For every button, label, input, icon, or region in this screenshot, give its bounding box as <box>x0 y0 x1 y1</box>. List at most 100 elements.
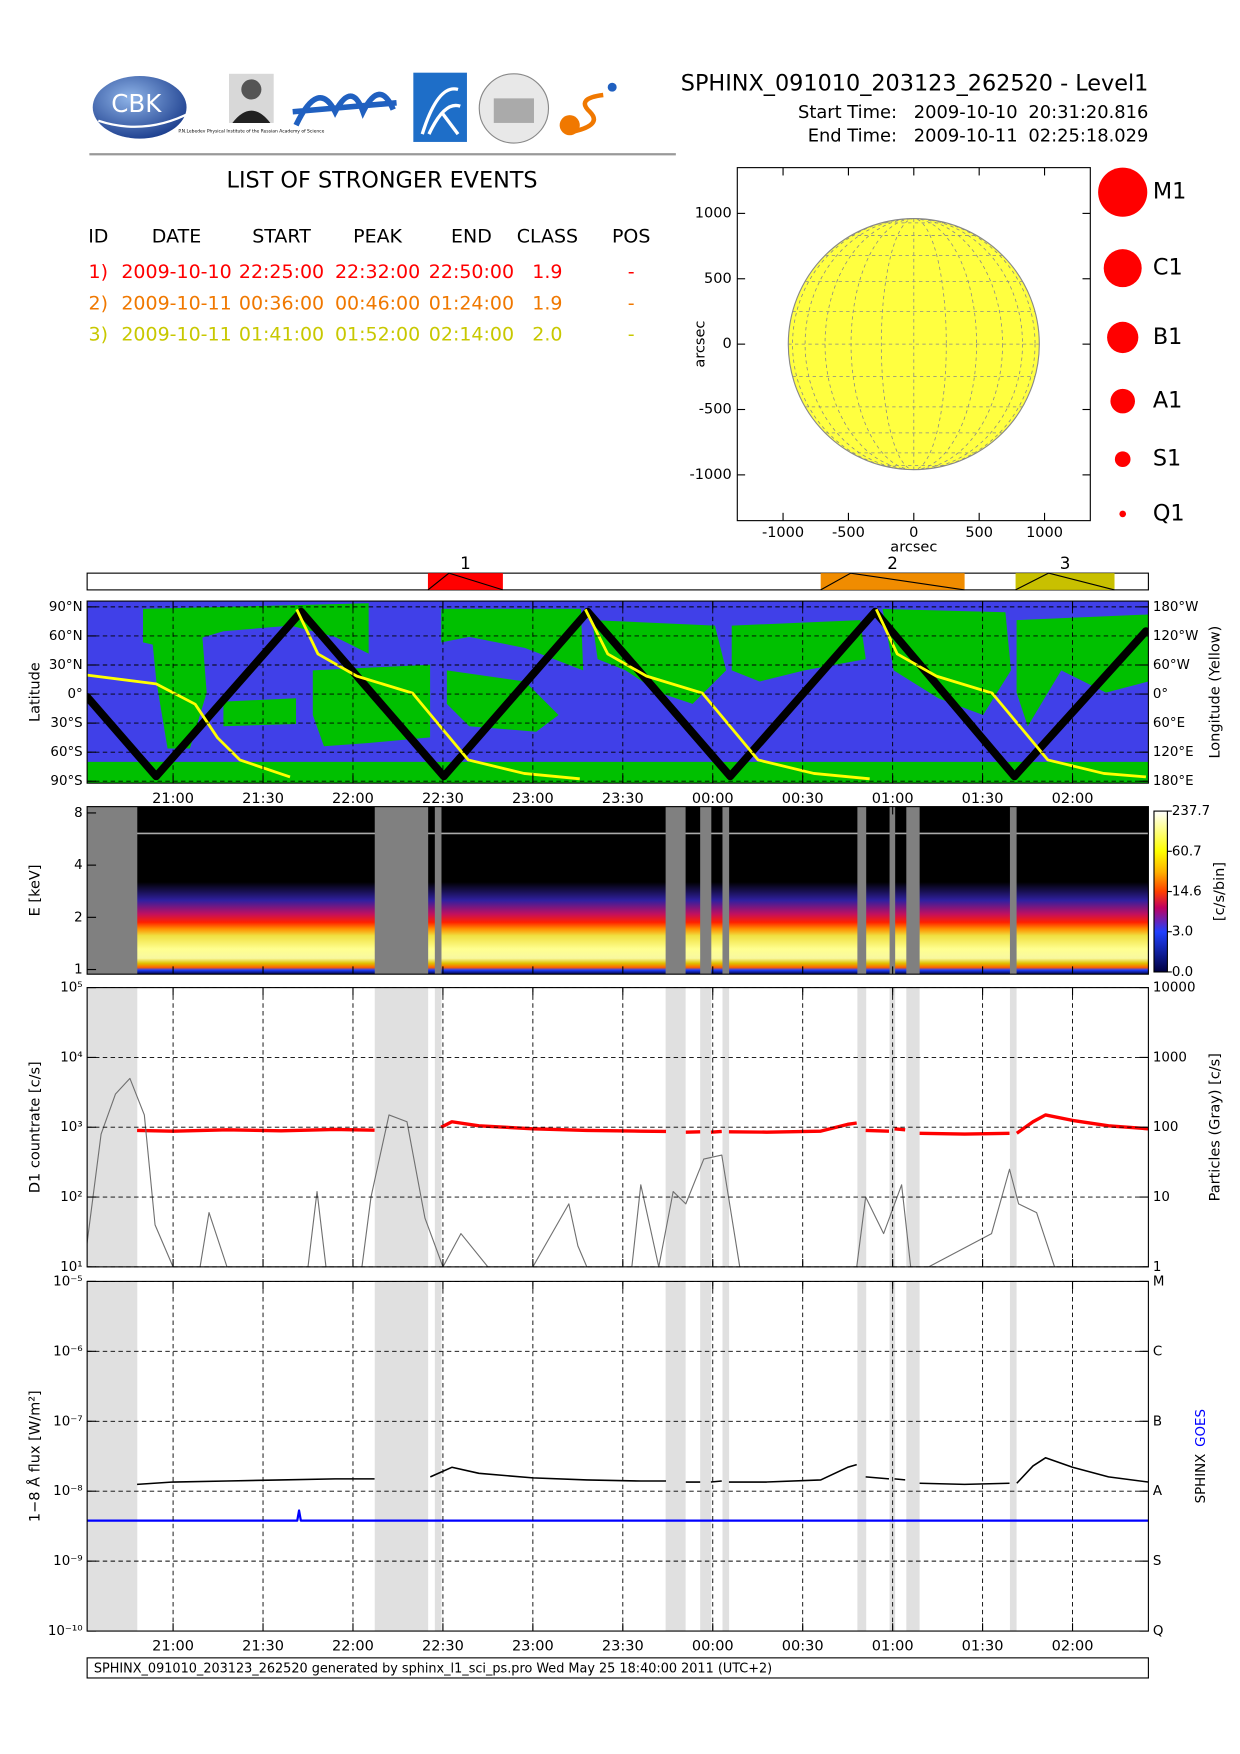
x-tick-label: 01:30 <box>962 1639 1004 1655</box>
table-cell: 22:32:00 <box>335 261 420 283</box>
data-gap <box>87 1281 138 1632</box>
x-tick-label: 23:00 <box>512 791 554 807</box>
data-gap <box>434 987 442 1267</box>
legend-marker <box>1103 249 1142 288</box>
y-tick-label: 10⁻⁷ <box>53 1414 82 1429</box>
column-header: CLASS <box>517 225 578 247</box>
x-tick-label: 22:00 <box>332 791 374 807</box>
y2-tick-label: 60°E <box>1153 716 1185 731</box>
colorbar-label: 60.7 <box>1172 844 1202 859</box>
data-gap <box>700 1281 712 1632</box>
events-title: LIST OF STRONGER EVENTS <box>227 168 538 194</box>
data-gap <box>87 806 138 975</box>
data-gap <box>722 806 730 975</box>
event-bar-frame <box>86 572 1149 591</box>
colorbar <box>1153 810 1168 973</box>
end-clock: 02:25:18.029 <box>1028 125 1148 146</box>
x-tick-label: 02:00 <box>1052 791 1094 807</box>
x-tick-label: 00:00 <box>692 1639 734 1655</box>
x-tick-label: 23:00 <box>512 1639 554 1655</box>
disk-grid <box>850 218 977 471</box>
mifi-logo <box>292 91 397 127</box>
end-label: End Time: <box>808 125 897 146</box>
table-cell: 2) <box>89 292 109 314</box>
y-axis-label: E [keV] <box>28 864 44 916</box>
x-tick-label: 21:00 <box>152 791 194 807</box>
table-cell: 1) <box>89 261 109 283</box>
background-layer <box>86 572 1149 1632</box>
y2-tick-label: 0° <box>1153 687 1168 702</box>
spectrogram-image <box>87 806 1149 975</box>
column-header: DATE <box>152 225 201 247</box>
legend-label: A1 <box>1153 388 1182 414</box>
y2-tick-label: 180°W <box>1153 600 1199 615</box>
y-tick-label: 0° <box>67 687 82 702</box>
y-axis-label: D1 countrate [c/s] <box>28 1061 44 1193</box>
table-cell: 3) <box>89 324 109 346</box>
event-number: 2 <box>887 553 898 573</box>
legend-entry: GOES <box>1194 1409 1209 1447</box>
x-tick-label: -1000 <box>762 525 804 541</box>
y-axis-label: 1−8 Å flux [W/m²] <box>27 1390 44 1522</box>
y-tick-label: 30°N <box>49 658 83 673</box>
solar-disk <box>787 218 1040 471</box>
y-tick-label: 10⁻⁵ <box>53 1274 82 1289</box>
data-gap <box>374 806 429 975</box>
x-tick-label: 21:30 <box>242 791 284 807</box>
y2-tick-label: A <box>1153 1484 1163 1499</box>
x-tick-label: 01:00 <box>872 1639 914 1655</box>
table-cell: 00:36:00 <box>239 292 324 314</box>
table-cell: 22:50:00 <box>429 261 514 283</box>
event-profile <box>820 572 965 591</box>
data-layer <box>87 218 1149 1522</box>
x-tick-label: 23:30 <box>602 1639 644 1655</box>
y-tick-label: 10³ <box>60 1120 82 1135</box>
event-number: 1 <box>460 553 471 573</box>
legend-marker <box>1114 451 1131 468</box>
x-tick-label: 00:30 <box>782 1639 824 1655</box>
y2-tick-label: 120°W <box>1153 629 1199 644</box>
y-tick-label: 10² <box>60 1190 82 1205</box>
data-gap <box>857 806 867 975</box>
x-tick-label: 02:00 <box>1052 1639 1094 1655</box>
legend-marker <box>1110 388 1135 414</box>
data-line <box>87 608 1147 781</box>
data-gap <box>1009 1281 1017 1632</box>
table-cell: 2009-10-11 <box>121 324 231 346</box>
legend-label: Q1 <box>1153 500 1185 526</box>
report-title: SPHINX_091010_203123_262520 - Level1 <box>681 70 1149 96</box>
table-cell: 1.9 <box>532 292 562 314</box>
y-tick-label: 90°S <box>50 774 82 789</box>
table-cell: - <box>628 261 635 283</box>
data-gap <box>1009 806 1017 975</box>
cbk-logo-text: CBK <box>111 89 162 118</box>
start-clock: 20:31:20.816 <box>1028 102 1148 123</box>
table-cell: 1.9 <box>532 261 562 283</box>
y-tick-label: 10⁵ <box>60 981 82 996</box>
x-tick-label: 00:30 <box>782 791 824 807</box>
y2-tick-label: Q <box>1153 1624 1164 1639</box>
panel-frame <box>86 1280 1149 1632</box>
x-tick-label: -500 <box>832 525 865 541</box>
y-tick-label: 4 <box>74 858 83 873</box>
data-gap <box>906 1281 920 1632</box>
y-tick-label: 1000 <box>695 205 732 221</box>
table-cell: 2009-10-11 <box>121 292 231 314</box>
x-tick-label: 22:00 <box>332 1639 374 1655</box>
y-tick-label: 60°N <box>49 629 83 644</box>
x-tick-label: 1000 <box>1026 525 1063 541</box>
table-cell: 00:46:00 <box>335 292 420 314</box>
legend-label: M1 <box>1153 179 1186 205</box>
start-label: Start Time: <box>798 102 897 123</box>
x-tick-label: 23:30 <box>602 791 644 807</box>
y2-tick-label: B <box>1153 1414 1162 1429</box>
y2-tick-label: 120°E <box>1153 745 1194 760</box>
y2-axis-label: Particles (Gray) [c/s] <box>1207 1053 1223 1201</box>
table-cell: 01:52:00 <box>335 324 420 346</box>
y-tick-label: 10⁻⁶ <box>53 1344 82 1359</box>
footer: SPHINX_091010_203123_262520 generated by… <box>94 1662 772 1677</box>
table-cell: 22:25:00 <box>239 261 324 283</box>
y-tick-label: 10⁻⁸ <box>53 1484 82 1499</box>
